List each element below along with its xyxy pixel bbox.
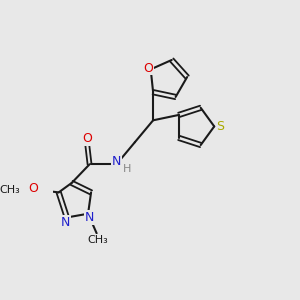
- Text: N: N: [85, 211, 94, 224]
- Text: O: O: [82, 132, 92, 145]
- Text: N: N: [112, 155, 121, 168]
- Text: CH₃: CH₃: [88, 235, 108, 245]
- Text: O: O: [143, 61, 153, 75]
- Text: S: S: [216, 120, 224, 133]
- Text: N: N: [61, 216, 70, 229]
- Text: CH₃: CH₃: [0, 185, 20, 195]
- Text: O: O: [28, 182, 38, 195]
- Text: H: H: [122, 164, 131, 174]
